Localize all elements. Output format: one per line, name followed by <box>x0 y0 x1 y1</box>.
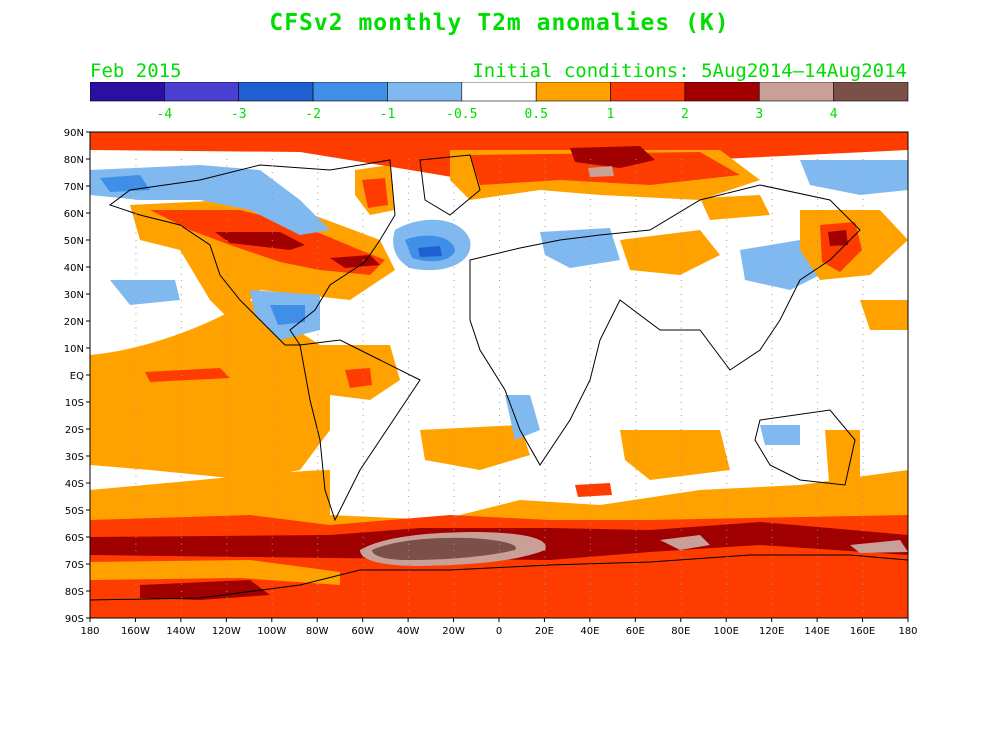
colorbar-label: -0.5 <box>446 107 477 122</box>
coastline-antarctica <box>90 554 908 601</box>
ross-sea-light-band <box>90 560 340 585</box>
latitude-label: 90N <box>64 128 84 139</box>
arctic-siberia-hot-core <box>588 166 614 177</box>
latitude-label: 70N <box>64 182 84 193</box>
europe-cold <box>540 228 620 268</box>
colorbar-label: -2 <box>305 107 321 122</box>
valid-month-label: Feb 2015 <box>90 60 182 82</box>
longitude-label: 80W <box>306 626 329 637</box>
colorbar-swatch <box>833 82 909 102</box>
colorbar-label: -4 <box>157 107 173 122</box>
latitude-label: EQ <box>70 371 84 382</box>
south-pacific-hot-spot <box>660 535 710 550</box>
longitude-label: 160W <box>121 626 150 637</box>
coastline-greenland <box>419 154 481 216</box>
longitude-label: 140E <box>804 626 829 637</box>
coastline-south-america <box>299 339 421 522</box>
latitude-label: 80S <box>65 587 84 598</box>
latitude-label: 30N <box>64 290 84 301</box>
siberia-warm-patch <box>700 195 770 220</box>
australia-cold <box>760 425 800 445</box>
indian-ocean-warm <box>620 430 730 480</box>
colorbar-label: -1 <box>380 107 396 122</box>
colorbar-label: 1 <box>607 107 615 122</box>
southern-indian-hot <box>575 483 612 497</box>
japan-hot-spot <box>828 230 848 246</box>
latitude-label: 50N <box>64 236 84 247</box>
longitude-label: 100E <box>714 626 739 637</box>
latitude-label: 40N <box>64 263 84 274</box>
coastline-australia <box>754 409 856 486</box>
pacific-cold-patch <box>110 280 180 305</box>
equatorial-pacific-warm-spot <box>145 368 230 382</box>
colorbar-label: 4 <box>830 107 838 122</box>
coastlines <box>90 154 908 601</box>
tasman-warm <box>825 430 860 500</box>
longitude-axis: 180 160W 140W 120W 100W 80W 60W 40W 20W 0 20E 40E 60… <box>80 618 918 637</box>
asia-warm-patch <box>620 230 720 275</box>
antarctic-dark-patch-west <box>140 580 270 600</box>
northwest-pacific-warm <box>860 300 908 330</box>
north-asia-cold <box>800 160 908 195</box>
longitude-label: 180 <box>898 626 917 637</box>
latitude-axis: 90N 80N 70N 60N 50N 40N 30N 20N 10N EQ 10S 20S 30S 40… <box>64 128 90 625</box>
arctic-siberia-hot-spot <box>570 146 655 168</box>
colorbar-label: 0.5 <box>524 107 547 122</box>
colorbar-label: 3 <box>755 107 763 122</box>
latitude-label: 80N <box>64 155 84 166</box>
gulf-mexico-cold-core <box>270 305 305 325</box>
longitude-label: 100W <box>257 626 286 637</box>
north-atlantic-cold-center <box>418 246 442 257</box>
longitude-label: 160E <box>850 626 875 637</box>
latitude-label: 60S <box>65 533 84 544</box>
latitude-label: 20S <box>65 425 84 436</box>
latitude-label: 30S <box>65 452 84 463</box>
arctic-canada-cold <box>90 165 330 235</box>
initial-conditions-label: Initial conditions: 5Aug2014—14Aug2014 <box>472 60 907 82</box>
latitude-label: 10N <box>64 344 84 355</box>
east-pacific-warm-band <box>90 300 330 480</box>
grid-dots <box>135 159 864 612</box>
latitude-label: 70S <box>65 560 84 571</box>
arctic-canada-cold-core <box>100 175 150 192</box>
coastline-africa-eurasia <box>469 184 861 466</box>
longitude-label: 60E <box>626 626 645 637</box>
alaska-canada-hot-spot <box>215 232 305 250</box>
south-pacific-hot-spot-east <box>850 540 908 553</box>
longitude-label: 0 <box>496 626 502 637</box>
latitude-label: 60N <box>64 209 84 220</box>
south-america-hot <box>345 368 372 388</box>
longitude-label: 40W <box>397 626 420 637</box>
colorbar-legend: -4 -3 -2 -1 -0.5 0.5 1 2 3 4 <box>90 82 909 122</box>
longitude-label: 120W <box>212 626 241 637</box>
longitude-label: 140W <box>166 626 195 637</box>
greenland-warm-core <box>362 178 388 208</box>
longitude-label: 120E <box>759 626 784 637</box>
latitude-label: 40S <box>65 479 84 490</box>
longitude-label: 20W <box>442 626 465 637</box>
latitude-label: 20N <box>64 317 84 328</box>
latitude-label: 10S <box>65 398 84 409</box>
longitude-label: 20E <box>535 626 554 637</box>
latitude-label: 90S <box>65 614 84 625</box>
weddell-sea-core <box>372 537 516 560</box>
south-atlantic-warm <box>420 425 530 470</box>
longitude-label: 80E <box>671 626 690 637</box>
longitude-label: 40E <box>580 626 599 637</box>
longitude-label: 180 <box>80 626 99 637</box>
page-title: CFSv2 monthly T2m anomalies (K) <box>269 10 730 36</box>
latitude-label: 50S <box>65 506 84 517</box>
longitude-label: 60W <box>351 626 374 637</box>
africa-cold <box>505 395 540 440</box>
colorbar-label: 2 <box>681 107 689 122</box>
colorbar-label: -3 <box>231 107 247 122</box>
